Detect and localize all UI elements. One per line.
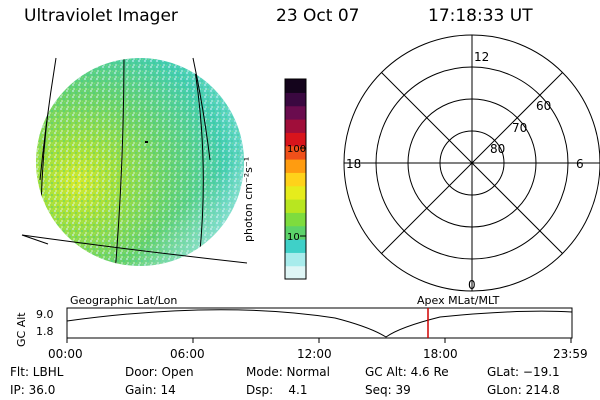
time-label: 06:00 [170, 347, 205, 361]
colorbar-segment [285, 172, 306, 187]
orbit-altitude-curve [66, 309, 573, 338]
colorbar-frame [284, 78, 307, 280]
mlat-label-80: 80 [490, 142, 505, 156]
info-gain: Gain: 14 [125, 383, 176, 397]
orbit-y-tick: 9.0 [36, 308, 54, 321]
info-filter: Flt: LBHL [10, 365, 64, 379]
colorbar-segment [285, 159, 306, 173]
colorbar-segment [285, 212, 306, 227]
time-label: 18:00 [423, 347, 458, 361]
colorbar-segment [285, 252, 306, 267]
observation-date: 23 Oct 07 [276, 6, 360, 26]
info-mode: Mode: Normal [246, 365, 330, 379]
info-seq: Seq: 39 [365, 383, 411, 397]
colorbar-segment [285, 119, 306, 133]
polar-axis-diagonal [381, 72, 563, 254]
orbit-y-tick: 1.8 [36, 325, 54, 338]
geo-parallel-line [21, 234, 248, 264]
uv-image-edge-fade [36, 58, 244, 266]
mlt-label-noon: 12 [474, 50, 489, 64]
mlat-label-70: 70 [512, 121, 527, 135]
colorbar-segment [285, 239, 306, 253]
orbit-right-label: Apex MLat/MLT [417, 294, 500, 307]
colorbar-segment [285, 105, 306, 120]
mlat-label-60: 60 [536, 99, 551, 113]
polar-grid [343, 34, 600, 292]
colorbar-segment [285, 145, 306, 160]
info-glat: GLat: −19.1 [487, 365, 560, 379]
info-ip: IP: 36.0 [10, 383, 56, 397]
uv-image [21, 57, 248, 266]
geo-meridian-line [113, 58, 125, 266]
mlt-label-dusk: 18 [346, 157, 361, 171]
geo-meridian-line [39, 57, 57, 181]
colorbar [284, 78, 307, 280]
time-label: 12:00 [297, 347, 332, 361]
colorbar-segment [285, 199, 306, 213]
observation-time: 17:18:33 UT [428, 6, 533, 26]
colorbar-unit-label: photon cm⁻²s⁻¹ [242, 157, 255, 242]
colorbar-segment [285, 92, 306, 107]
geo-parallel-line [21, 234, 49, 245]
uv-image-dark-pixel [145, 141, 148, 143]
colorbar-segment [285, 265, 306, 280]
time-label: 23:59 [553, 347, 588, 361]
mlt-label-midnight: 0 [468, 278, 476, 292]
colorbar-segment [285, 79, 306, 93]
orbit-left-label: Geographic Lat/Lon [70, 294, 178, 307]
colorbar-segment [285, 132, 306, 147]
geo-meridian-line [192, 57, 211, 161]
info-glon: GLon: 214.8 [487, 383, 560, 397]
instrument-title: Ultraviolet Imager [24, 6, 178, 26]
time-label: 00:00 [48, 347, 83, 361]
colorbar-tick-label: 100 [287, 144, 306, 155]
orbit-y-axis-label: GC Alt [15, 312, 28, 347]
colorbar-segment [285, 185, 306, 200]
info-gc-alt: GC Alt: 4.6 Re [365, 365, 449, 379]
mlt-label-dawn: 6 [576, 157, 584, 171]
info-dsp: Dsp: 4.1 [246, 383, 308, 397]
colorbar-tick-label: 10 [287, 232, 300, 243]
orbit-panel [66, 307, 573, 343]
info-door: Door: Open [125, 365, 194, 379]
